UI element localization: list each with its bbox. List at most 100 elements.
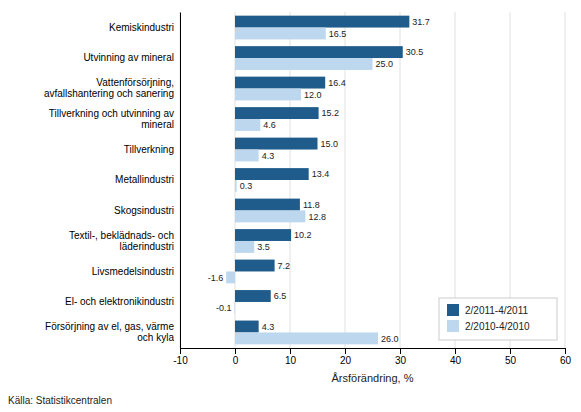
bar-series xyxy=(226,28,378,345)
y-tick-label: Försörjning av el, gas, värmeoch kyla xyxy=(45,321,174,343)
x-tick-mark xyxy=(455,348,456,354)
x-tick-label: 0 xyxy=(233,355,239,366)
bar xyxy=(235,321,259,333)
y-axis: Kemiskindustri Utvinning av mineral Vatten… xyxy=(44,13,181,349)
bar xyxy=(235,332,378,344)
bar xyxy=(235,290,271,302)
y-tick: El- och elektronikindustri xyxy=(65,296,180,307)
data-label: 13.4 xyxy=(312,169,330,179)
x-tick-label: 10 xyxy=(285,355,297,366)
x-tick-mark xyxy=(565,348,566,354)
bar xyxy=(235,138,318,150)
x-axis-line xyxy=(181,349,566,355)
y-tick: Försörjning av el, gas, värmeoch kyla xyxy=(45,321,180,343)
bars xyxy=(226,16,409,345)
grid-line xyxy=(400,12,401,348)
y-tick-label: Utvinning av mineral xyxy=(83,52,174,63)
bar xyxy=(235,28,326,40)
bar xyxy=(235,199,300,211)
y-tick-label: Skogsindustri xyxy=(114,205,174,216)
x-tick: 20 xyxy=(340,348,352,366)
x-tick-label: 30 xyxy=(395,355,407,366)
bar xyxy=(234,302,236,314)
y-tick-label: Tillverkning xyxy=(124,144,174,155)
x-tick-mark xyxy=(400,348,401,354)
data-label: 16.5 xyxy=(329,29,347,39)
bar xyxy=(235,260,275,272)
bar xyxy=(235,58,373,70)
x-axis-title: Årsförändring, % xyxy=(332,372,414,384)
bar xyxy=(235,210,305,222)
grid xyxy=(180,12,565,348)
y-tick: Utvinning av mineral xyxy=(83,52,180,63)
x-tick-label: 60 xyxy=(560,355,572,366)
bar xyxy=(235,46,403,58)
x-tick-mark xyxy=(235,348,236,354)
data-label: 11.8 xyxy=(303,200,320,210)
y-tick-label: Kemiskindustri xyxy=(109,22,174,33)
bar xyxy=(226,271,235,283)
data-label: 12.8 xyxy=(308,212,326,222)
data-label: -1.6 xyxy=(208,273,224,283)
data-label: -0.1 xyxy=(216,303,232,313)
y-axis-line xyxy=(180,13,181,349)
x-tick-mark xyxy=(290,348,291,354)
source-note: Källa: Statistikcentralen xyxy=(8,395,112,406)
bar xyxy=(235,168,309,180)
bar xyxy=(235,107,319,119)
y-tick-label: Metallindustri xyxy=(115,174,174,185)
x-tick-mark xyxy=(510,348,511,354)
legend-item: 2/2010-4/2010 xyxy=(447,320,530,332)
data-label: 4.6 xyxy=(263,120,276,130)
y-tick: Vattenförsörjning,avfallshantering och s… xyxy=(44,77,180,99)
legend-swatch xyxy=(447,320,459,332)
data-label: 31.7 xyxy=(412,17,430,27)
bar xyxy=(235,16,409,28)
y-tick: Skogsindustri xyxy=(114,205,180,216)
data-label: 6.5 xyxy=(274,291,287,301)
grid-line xyxy=(565,12,566,348)
x-tick: 0 xyxy=(233,348,239,366)
data-labels: 31.730.516.415.215.013.411.810.27.26.54.… xyxy=(208,17,430,344)
bar xyxy=(235,89,301,101)
data-label: 15.2 xyxy=(322,108,340,118)
legend-item: 2/2011-4/2011 xyxy=(447,304,528,316)
y-tick: Kemiskindustri xyxy=(109,22,180,33)
data-label: 26.0 xyxy=(381,334,399,344)
y-tick: Metallindustri xyxy=(115,174,180,185)
data-label: 25.0 xyxy=(376,59,394,69)
y-tick-label: Livsmedelsindustri xyxy=(92,266,174,277)
y-tick-label: Tillverkning och utvinning avmineral xyxy=(49,108,174,130)
x-tick-label: 50 xyxy=(505,355,517,366)
legend-label: 2/2011-4/2011 xyxy=(465,305,528,316)
y-tick: Tillverkning och utvinning avmineral xyxy=(49,108,180,130)
x-tick: 60 xyxy=(560,348,572,366)
data-label: 7.2 xyxy=(278,261,291,271)
data-label: 3.5 xyxy=(257,242,270,252)
y-tick-label: Textil-, beklädnads- ochläderindustri xyxy=(69,230,174,252)
bar xyxy=(235,180,237,192)
x-tick: 40 xyxy=(450,348,462,366)
bar xyxy=(235,150,259,162)
data-label: 4.3 xyxy=(262,151,275,161)
legend-swatch xyxy=(447,304,459,316)
x-tick: -10 xyxy=(173,348,188,366)
bar xyxy=(235,77,325,89)
x-tick-mark xyxy=(345,348,346,354)
data-label: 10.2 xyxy=(294,230,312,240)
grid-line xyxy=(180,12,181,348)
bar-series xyxy=(235,16,409,333)
legend-box xyxy=(439,298,557,340)
data-label: 4.3 xyxy=(262,322,275,332)
data-label: 12.0 xyxy=(304,90,322,100)
x-tick-label: -10 xyxy=(173,355,188,366)
x-tick-label: 40 xyxy=(450,355,462,366)
y-tick: Livsmedelsindustri xyxy=(92,266,180,277)
bar xyxy=(235,241,254,253)
x-tick: 30 xyxy=(395,348,407,366)
y-tick-label: Vattenförsörjning,avfallshantering och s… xyxy=(44,77,174,99)
x-tick-label: 20 xyxy=(340,355,352,366)
y-tick-label: El- och elektronikindustri xyxy=(65,296,174,307)
y-tick: Textil-, beklädnads- ochläderindustri xyxy=(69,230,180,252)
x-axis: -10 0 10 20 30 40 50 60 xyxy=(173,348,571,366)
